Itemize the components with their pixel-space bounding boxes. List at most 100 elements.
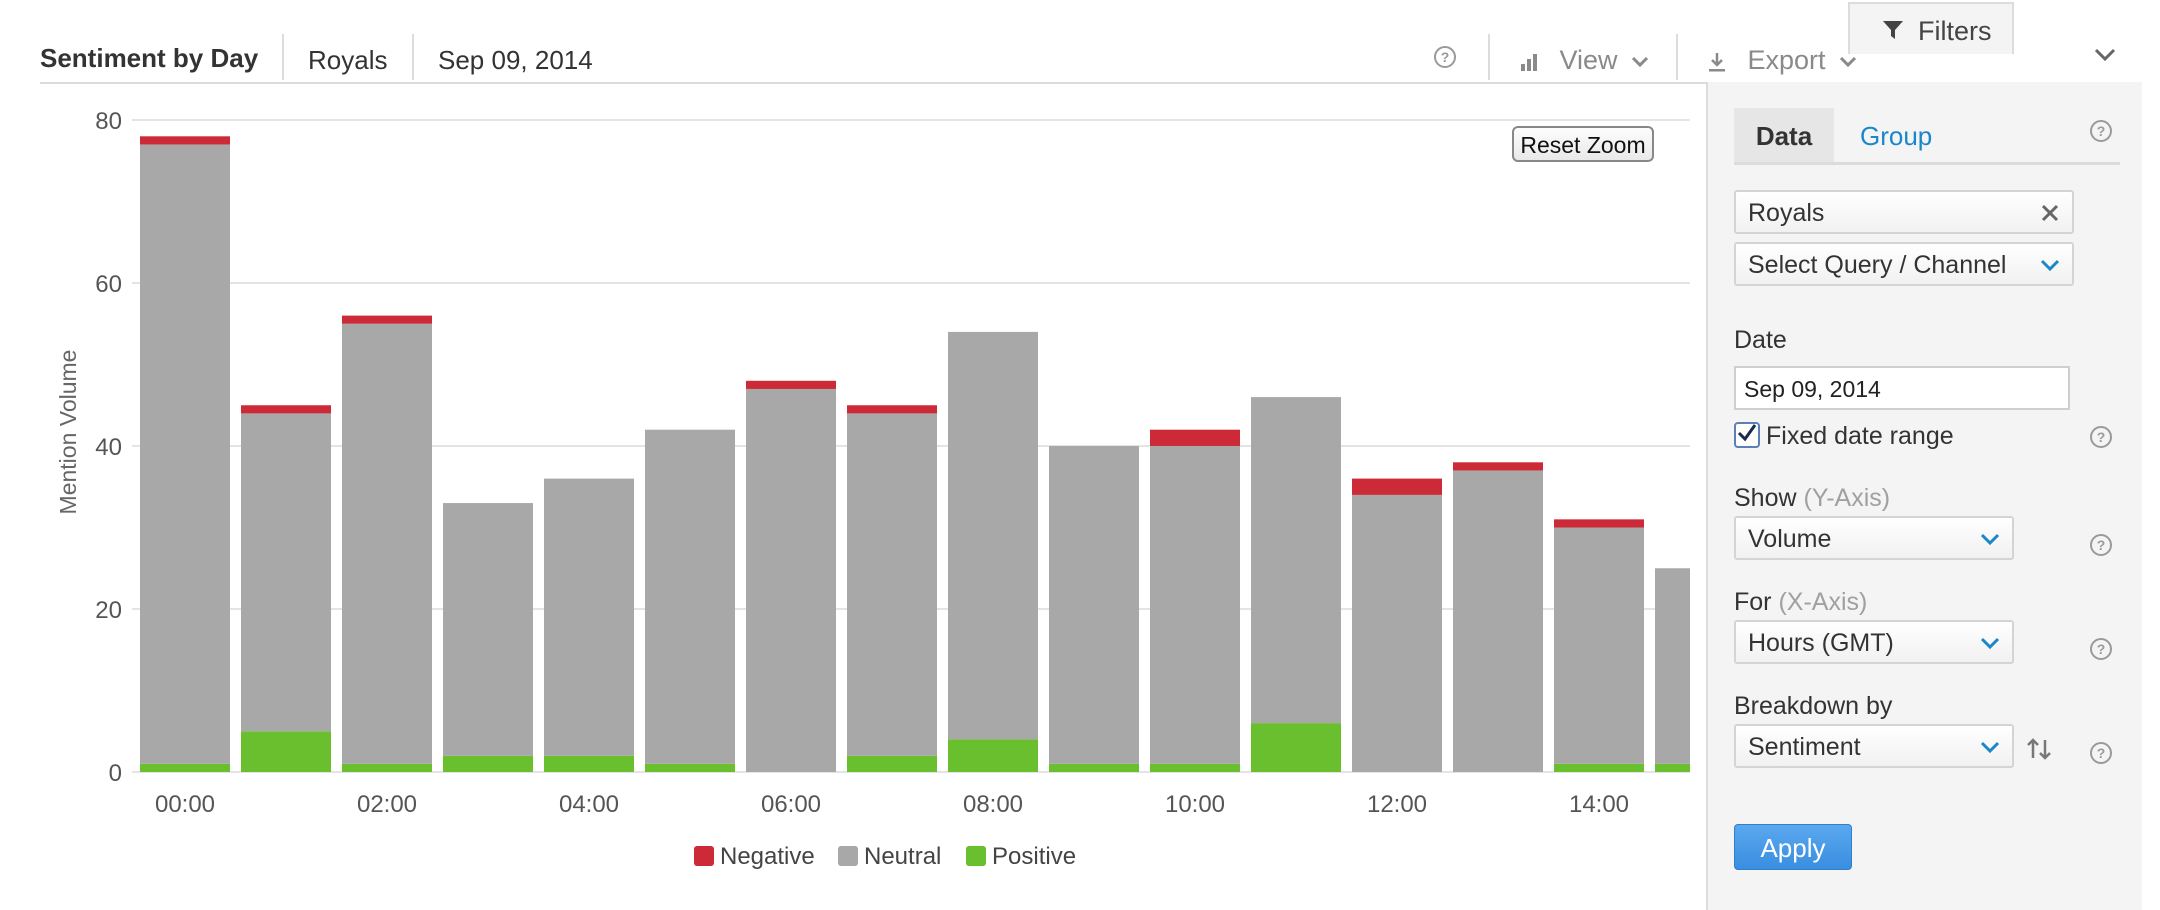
export-button[interactable]: Export — [1676, 34, 1888, 80]
chevron-down-icon — [2040, 259, 2060, 272]
collapse-chevron-icon[interactable] — [2094, 48, 2116, 67]
breakdown-label: Breakdown by — [1734, 692, 1893, 720]
chevron-down-icon — [1980, 741, 2000, 754]
query-channel-placeholder: Select Query / Channel — [1748, 251, 2007, 279]
view-button[interactable]: View — [1488, 34, 1676, 80]
filters-panel: Data Group ? Royals Select Query / Chann… — [1706, 82, 2142, 910]
y-tick-label: 40 — [95, 434, 122, 461]
chart-header: Sentiment by Day Royals Sep 09, 2014 ? V… — [40, 30, 2136, 84]
help-icon[interactable]: ? — [2090, 426, 2112, 448]
tab-data[interactable]: Data — [1734, 108, 1834, 162]
bar-positive-0200 — [342, 763, 432, 772]
filters-label: Filters — [1918, 16, 1992, 46]
filters-tab[interactable]: Filters — [1848, 2, 2014, 54]
bar-negative-1200 — [1352, 478, 1442, 495]
bar-neutral-1500 — [1655, 568, 1690, 764]
date-input[interactable]: Sep 09, 2014 — [1734, 366, 2070, 410]
bar-positive-0300 — [443, 755, 533, 772]
reset-zoom-button[interactable]: Reset Zoom — [1512, 126, 1654, 162]
x-tick-label: 04:00 — [559, 791, 619, 818]
help-icon[interactable]: ? — [2090, 120, 2112, 142]
fixed-date-checkbox[interactable] — [1734, 422, 1760, 448]
show-select[interactable]: Volume — [1734, 516, 2014, 560]
x-tick-label: 10:00 — [1165, 791, 1225, 818]
bar-neutral-0900 — [1049, 446, 1139, 764]
legend-swatch-negative — [694, 846, 714, 866]
bar-negative-0100 — [241, 405, 331, 414]
y-tick-label: 80 — [95, 108, 122, 135]
apply-button[interactable]: Apply — [1734, 824, 1852, 870]
breakdown-select[interactable]: Sentiment — [1734, 724, 2014, 768]
export-label: Export — [1747, 45, 1826, 75]
bar-negative-1000 — [1150, 429, 1240, 446]
x-tick-label: 12:00 — [1367, 791, 1427, 818]
bar-negative-0200 — [342, 315, 432, 324]
for-select[interactable]: Hours (GMT) — [1734, 620, 2014, 664]
help-icon[interactable]: ? — [2090, 534, 2112, 556]
bar-neutral-0400 — [544, 478, 634, 756]
bar-positive-0900 — [1049, 763, 1139, 772]
legend-label-neutral: Neutral — [864, 843, 941, 870]
chevron-down-icon — [1840, 56, 1857, 67]
show-value: Volume — [1748, 525, 1832, 553]
date-label: Date — [1734, 326, 1787, 354]
bar-positive-0800 — [948, 739, 1038, 772]
query-tag-label: Royals — [1748, 199, 1825, 227]
bar-positive-1000 — [1150, 763, 1240, 772]
breakdown-value: Sentiment — [1748, 733, 1861, 761]
bar-neutral-1200 — [1352, 494, 1442, 772]
y-axis-label: Mention Volume — [55, 350, 81, 515]
download-icon — [1709, 52, 1725, 72]
x-tick-label: 14:00 — [1569, 791, 1629, 818]
x-tick-label: 00:00 — [155, 791, 215, 818]
help-icon[interactable]: ? — [2090, 742, 2112, 764]
bar-negative-0600 — [746, 380, 836, 389]
y-tick-label: 0 — [109, 760, 122, 787]
page-title: Sentiment by Day — [40, 43, 259, 73]
bar-positive-0700 — [847, 755, 937, 772]
fixed-date-label: Fixed date range — [1766, 422, 1954, 450]
legend-swatch-positive — [966, 846, 986, 866]
close-icon[interactable] — [2040, 203, 2060, 223]
for-label: For (X-Axis) — [1734, 588, 1868, 616]
bar-neutral-1100 — [1251, 397, 1341, 724]
chevron-down-icon — [1980, 637, 2000, 650]
bar-negative-0700 — [847, 405, 937, 414]
view-label: View — [1559, 45, 1618, 75]
legend-label-positive: Positive — [992, 843, 1076, 870]
chevron-down-icon — [1980, 533, 2000, 546]
query-channel-select[interactable]: Select Query / Channel — [1734, 242, 2074, 286]
y-tick-label: 60 — [95, 271, 122, 298]
query-tag: Royals — [1734, 190, 2074, 234]
checkmark-icon — [1737, 424, 1757, 442]
fixed-date-range-row[interactable]: Fixed date range — [1734, 422, 1954, 451]
bar-positive-1100 — [1251, 723, 1341, 772]
date-crumb[interactable]: Sep 09, 2014 — [412, 34, 593, 80]
bar-neutral-0000 — [140, 144, 230, 764]
bar-neutral-1400 — [1554, 527, 1644, 764]
swap-icon[interactable] — [2026, 736, 2052, 762]
y-tick-label: 20 — [95, 597, 122, 624]
legend-label-negative: Negative — [720, 843, 815, 870]
bar-positive-0100 — [241, 731, 331, 772]
chevron-down-icon — [1632, 56, 1649, 67]
tab-divider — [1734, 162, 2120, 165]
query-crumb[interactable]: Royals — [282, 34, 387, 80]
bar-negative-1300 — [1453, 462, 1543, 471]
for-value: Hours (GMT) — [1748, 629, 1894, 657]
bar-neutral-0300 — [443, 503, 533, 756]
x-tick-label: 08:00 — [963, 791, 1023, 818]
tab-group[interactable]: Group — [1860, 121, 1933, 151]
bar-neutral-0100 — [241, 413, 331, 732]
help-icon[interactable]: ? — [2090, 638, 2112, 660]
bar-positive-0000 — [140, 763, 230, 772]
bar-positive-0400 — [544, 755, 634, 772]
bar-negative-0000 — [140, 136, 230, 145]
legend-swatch-neutral — [838, 846, 858, 866]
x-tick-label: 06:00 — [761, 791, 821, 818]
bar-positive-1500 — [1655, 763, 1690, 772]
bar-chart-icon — [1521, 53, 1537, 71]
bar-positive-0500 — [645, 763, 735, 772]
bar-neutral-0200 — [342, 323, 432, 764]
help-icon[interactable]: ? — [1434, 46, 1456, 68]
